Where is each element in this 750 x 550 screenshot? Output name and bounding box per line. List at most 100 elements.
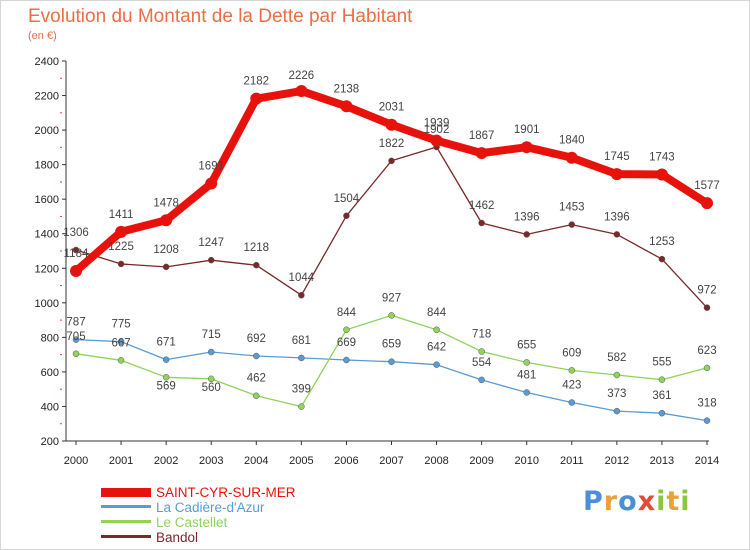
data-point <box>523 231 530 238</box>
data-point <box>703 364 711 372</box>
legend-item: Le Castellet <box>101 515 401 530</box>
data-point <box>298 354 305 362</box>
data-label: 1411 <box>109 209 134 221</box>
x-tick-label: 2007 <box>379 455 403 467</box>
data-label: 659 <box>382 339 401 351</box>
data-label: 462 <box>247 373 266 385</box>
data-point <box>117 260 125 268</box>
x-tick-label: 2011 <box>560 455 584 467</box>
data-point <box>568 399 576 406</box>
x-tick-label: 2003 <box>199 455 223 467</box>
data-point <box>613 407 621 415</box>
logo-letter: t <box>666 486 681 517</box>
data-point <box>72 350 80 358</box>
data-point <box>478 376 485 384</box>
data-point <box>343 356 350 364</box>
data-point <box>343 326 350 334</box>
legend: SAINT-CYR-SUR-MER La Cadière-d'Azur Le Cas… <box>101 485 401 545</box>
data-point <box>250 92 263 105</box>
x-tick-label: 2010 <box>514 455 538 467</box>
data-point <box>478 219 485 227</box>
data-point <box>340 100 353 113</box>
data-point <box>117 338 125 345</box>
data-label: 361 <box>652 390 671 402</box>
y-tick-label: 1400 <box>35 229 59 241</box>
data-label: 1306 <box>63 227 89 239</box>
legend-item: La Cadière-d'Azur <box>101 500 401 515</box>
data-point <box>162 263 170 271</box>
data-point <box>658 255 666 263</box>
data-point <box>72 246 80 254</box>
y-tick-label: 400 <box>41 401 59 413</box>
data-point <box>430 134 443 147</box>
data-point <box>388 358 395 365</box>
data-point <box>523 389 530 396</box>
data-point <box>295 85 308 98</box>
y-tick-label: 2000 <box>35 125 59 137</box>
data-point <box>162 356 170 363</box>
y-tick-label: 800 <box>41 332 59 344</box>
data-point <box>610 168 623 181</box>
legend-swatch <box>101 505 151 508</box>
data-point <box>253 352 260 360</box>
logo-letter: i <box>680 486 691 517</box>
data-point <box>568 221 576 228</box>
legend-label: La Cadière-d'Azur <box>156 500 265 515</box>
legend-swatch <box>101 535 151 538</box>
data-label: 681 <box>292 335 311 347</box>
data-label: 1901 <box>514 124 540 136</box>
data-label: 569 <box>157 380 176 392</box>
data-label: 373 <box>607 388 626 400</box>
data-label: 642 <box>427 342 446 354</box>
data-point <box>70 265 82 278</box>
data-point <box>115 225 128 238</box>
data-point <box>523 359 530 366</box>
logo-letter: x <box>637 486 657 517</box>
y-tick-label: 200 <box>41 436 59 448</box>
data-label: 1577 <box>694 180 720 192</box>
x-tick-label: 2008 <box>424 455 448 467</box>
x-tick-label: 2001 <box>109 455 133 467</box>
data-label: 655 <box>517 339 536 351</box>
y-tick-label: 1800 <box>35 160 59 172</box>
data-label: 1253 <box>649 236 675 248</box>
data-point <box>475 147 488 160</box>
y-tick-label: 2400 <box>35 56 59 68</box>
y-tick-label: 1600 <box>35 194 59 206</box>
logo-letter: o <box>618 486 638 517</box>
legend-item: SAINT-CYR-SUR-MER <box>101 485 401 500</box>
data-label: 2226 <box>289 70 315 82</box>
data-label: 609 <box>562 347 581 359</box>
legend-label: Bandol <box>156 530 199 545</box>
data-label: 844 <box>337 307 357 319</box>
data-label: 1743 <box>649 151 675 163</box>
x-tick-label: 2013 <box>650 455 674 467</box>
data-label: 705 <box>66 331 85 343</box>
data-label: 972 <box>697 285 716 297</box>
data-point <box>520 141 533 154</box>
data-point <box>253 392 260 399</box>
data-label: 1478 <box>153 197 179 209</box>
data-point <box>433 326 440 334</box>
data-point <box>298 403 305 410</box>
data-label: 1396 <box>604 211 630 223</box>
data-label: 560 <box>202 382 221 394</box>
x-tick-label: 2006 <box>334 455 358 467</box>
legend-label: Le Castellet <box>156 515 228 530</box>
data-point <box>205 177 218 190</box>
data-label: 1939 <box>424 118 450 130</box>
data-point <box>703 417 711 424</box>
unit-label: (en €) <box>28 30 57 42</box>
data-label: 1840 <box>559 135 585 147</box>
data-point <box>162 374 170 381</box>
x-tick-label: 2000 <box>64 455 88 467</box>
proxiti-logo: Proxiti <box>583 486 691 517</box>
data-label: 1218 <box>243 242 269 254</box>
chart-title: Evolution du Montant de la Dette par Hab… <box>28 6 413 27</box>
data-label: 399 <box>292 384 311 396</box>
data-label: 1902 <box>424 124 450 136</box>
data-label: 787 <box>66 317 85 329</box>
x-tick-label: 2004 <box>244 455 268 467</box>
